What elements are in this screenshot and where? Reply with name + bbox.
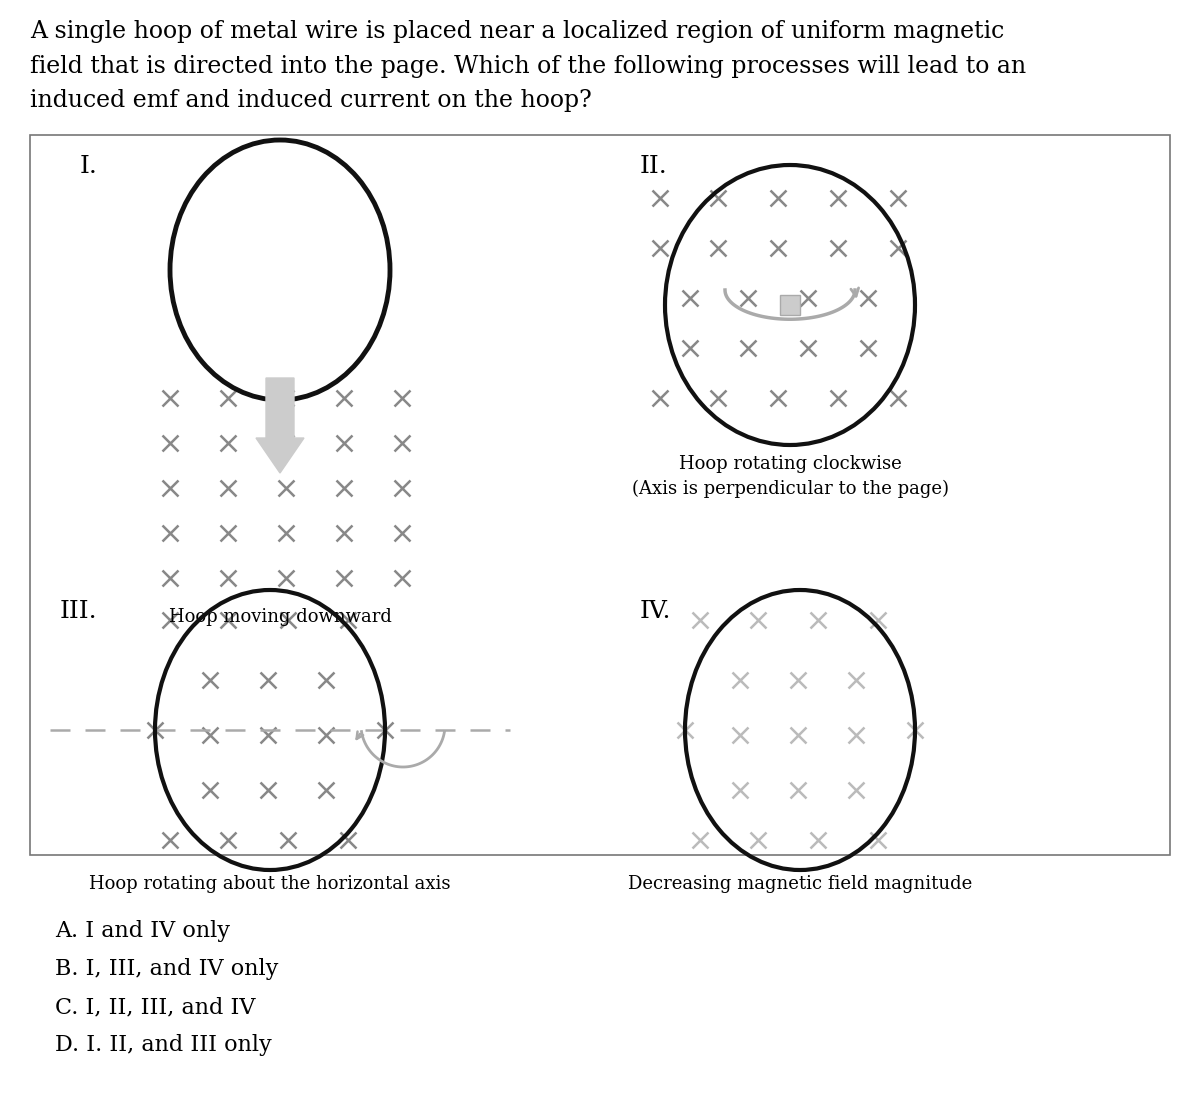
Text: III.: III.: [60, 600, 97, 623]
FancyArrow shape: [256, 378, 304, 473]
Text: C. I, II, III, and IV: C. I, II, III, and IV: [55, 995, 256, 1018]
Text: Hoop moving downward: Hoop moving downward: [168, 608, 391, 625]
Text: IV.: IV.: [640, 600, 672, 623]
Text: Hoop rotating clockwise
(Axis is perpendicular to the page): Hoop rotating clockwise (Axis is perpend…: [631, 456, 948, 499]
Text: B. I, III, and IV only: B. I, III, and IV only: [55, 958, 278, 980]
Text: I.: I.: [80, 156, 98, 178]
Text: A. I and IV only: A. I and IV only: [55, 920, 230, 942]
Bar: [780, 296, 800, 316]
Bar: [30, 136, 1170, 855]
Text: Decreasing magnetic field magnitude: Decreasing magnetic field magnitude: [628, 875, 972, 893]
Text: Hoop rotating about the horizontal axis: Hoop rotating about the horizontal axis: [89, 875, 451, 893]
Text: A single hoop of metal wire is placed near a localized region of uniform magneti: A single hoop of metal wire is placed ne…: [30, 20, 1026, 112]
Text: II.: II.: [640, 156, 667, 178]
Text: D. I. II, and III only: D. I. II, and III only: [55, 1034, 271, 1055]
